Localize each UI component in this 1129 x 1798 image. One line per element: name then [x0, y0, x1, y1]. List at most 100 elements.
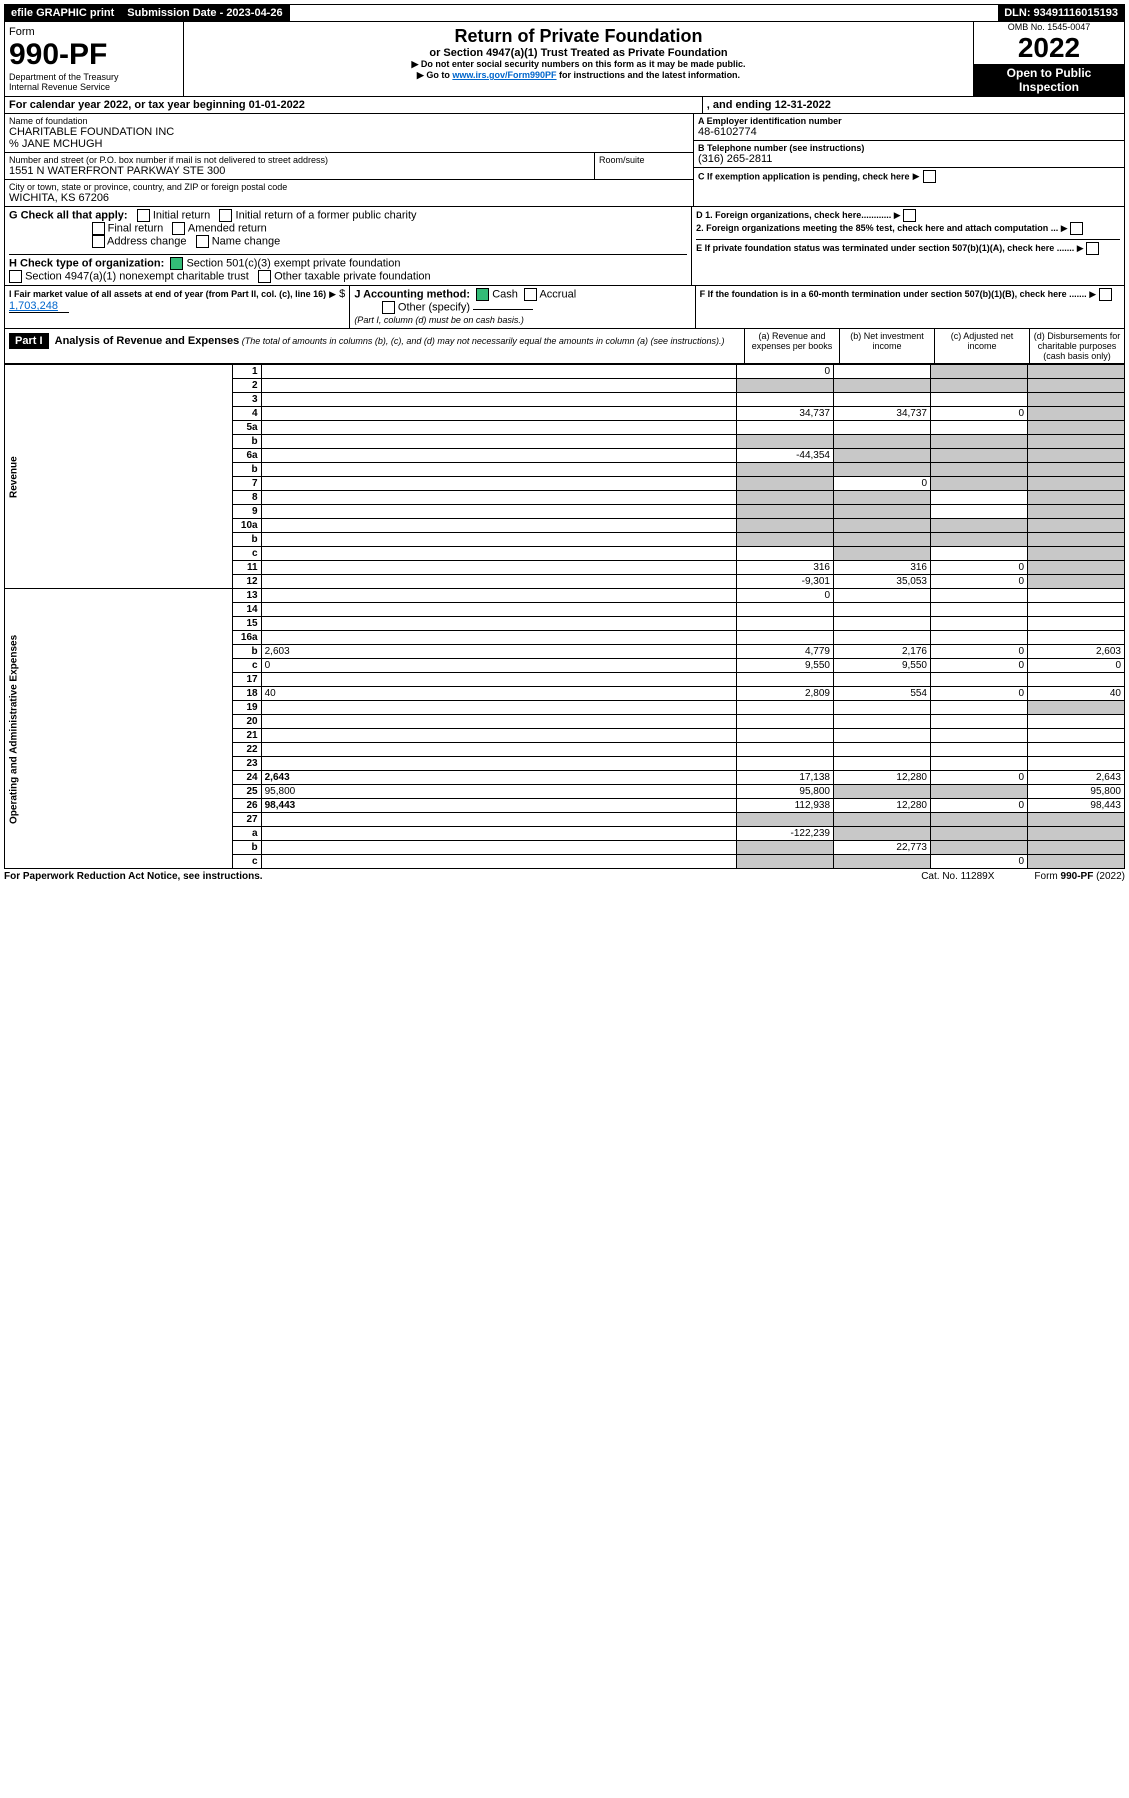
- checkbox-c[interactable]: [923, 170, 936, 183]
- check-options: G Check all that apply: Initial return I…: [4, 207, 1125, 286]
- value-col-c: 0: [931, 407, 1028, 421]
- line-number: c: [232, 855, 261, 869]
- note-1: ▶ Do not enter social security numbers o…: [188, 59, 969, 70]
- line-number: b: [232, 841, 261, 855]
- g4: Amended return: [188, 222, 267, 234]
- form-header: Form 990-PF Department of the Treasury I…: [4, 22, 1125, 97]
- analysis-title: Analysis of Revenue and Expenses: [55, 335, 240, 347]
- line-number: 3: [232, 393, 261, 407]
- line-number: c: [232, 547, 261, 561]
- checkbox-initial-former[interactable]: [219, 209, 232, 222]
- instructions-link[interactable]: www.irs.gov/Form990PF: [452, 70, 556, 80]
- e-label: E If private foundation status was termi…: [696, 239, 1120, 255]
- footer-form-no: 990-PF: [1061, 871, 1094, 882]
- value-col-b: 35,053: [834, 575, 931, 589]
- analysis-table: Revenue1023434,73734,73705ab6a-44,354b70…: [4, 364, 1125, 869]
- checkbox-cash[interactable]: [476, 288, 489, 301]
- line-description: [261, 379, 736, 393]
- line-number: c: [232, 659, 261, 673]
- line-description: [261, 393, 736, 407]
- line-description: 2,643: [261, 771, 736, 785]
- part-label: Part I: [9, 333, 49, 349]
- value-col-b: [834, 589, 931, 603]
- form-title: Return of Private Foundation: [188, 26, 969, 47]
- d2-text: 2. Foreign organizations meeting the 85%…: [696, 223, 1058, 233]
- line-description: [261, 743, 736, 757]
- line-number: 6a: [232, 449, 261, 463]
- value-col-c: [931, 827, 1028, 841]
- line-number: 14: [232, 603, 261, 617]
- expenses-section-label: Operating and Administrative Expenses: [5, 589, 233, 869]
- value-col-a: 9,550: [737, 659, 834, 673]
- value-col-a: [737, 519, 834, 533]
- g-label: G Check all that apply:: [9, 209, 128, 221]
- value-col-a: [737, 603, 834, 617]
- fmv-link[interactable]: 1,703,248: [9, 300, 69, 313]
- efile-label: efile GRAPHIC print: [5, 5, 121, 21]
- checkbox-amended[interactable]: [172, 222, 185, 235]
- value-col-a: 112,938: [737, 799, 834, 813]
- value-col-c: [931, 673, 1028, 687]
- checkbox-name[interactable]: [196, 235, 209, 248]
- line-description: 40: [261, 687, 736, 701]
- line-description: [261, 757, 736, 771]
- line-description: [261, 449, 736, 463]
- form-label: Form: [9, 26, 179, 38]
- checkbox-e[interactable]: [1086, 242, 1099, 255]
- value-col-a: [737, 505, 834, 519]
- omb-number: OMB No. 1545-0047: [974, 22, 1124, 32]
- line-number: 26: [232, 799, 261, 813]
- value-col-a: [737, 617, 834, 631]
- value-col-c: [931, 393, 1028, 407]
- value-col-d: [1028, 701, 1125, 715]
- d1-label: D 1. Foreign organizations, check here..…: [696, 209, 1120, 222]
- value-col-c: [931, 743, 1028, 757]
- line-description: [261, 813, 736, 827]
- line-number: 21: [232, 729, 261, 743]
- value-col-c: [931, 589, 1028, 603]
- checkbox-other-method[interactable]: [382, 301, 395, 314]
- checkbox-4947[interactable]: [9, 270, 22, 283]
- value-col-a: [737, 547, 834, 561]
- table-row: Operating and Administrative Expenses130: [5, 589, 1125, 603]
- d1-text: D 1. Foreign organizations, check here..…: [696, 210, 891, 220]
- line-description: [261, 407, 736, 421]
- city-label: City or town, state or province, country…: [9, 182, 689, 192]
- footer-left: For Paperwork Reduction Act Notice, see …: [4, 871, 263, 882]
- value-col-c: 0: [931, 561, 1028, 575]
- checkbox-d2[interactable]: [1070, 222, 1083, 235]
- checkbox-address[interactable]: [92, 235, 105, 248]
- checkbox-final[interactable]: [92, 222, 105, 235]
- value-col-a: 95,800: [737, 785, 834, 799]
- arrow-icon: [1077, 243, 1084, 253]
- value-col-d: [1028, 421, 1125, 435]
- value-col-a: [737, 491, 834, 505]
- value-col-d: [1028, 855, 1125, 869]
- checkbox-other-taxable[interactable]: [258, 270, 271, 283]
- checkbox-accrual[interactable]: [524, 288, 537, 301]
- value-col-a: [737, 463, 834, 477]
- line-number: 15: [232, 617, 261, 631]
- value-col-d: [1028, 673, 1125, 687]
- checkbox-f[interactable]: [1099, 288, 1112, 301]
- value-col-b: [834, 463, 931, 477]
- value-col-d: [1028, 729, 1125, 743]
- cal-begin: For calendar year 2022, or tax year begi…: [5, 97, 703, 113]
- street-address: 1551 N WATERFRONT PARKWAY STE 300: [9, 165, 590, 177]
- line-number: 9: [232, 505, 261, 519]
- checkbox-initial[interactable]: [137, 209, 150, 222]
- value-col-b: [834, 729, 931, 743]
- value-col-b: [834, 547, 931, 561]
- value-col-c: [931, 785, 1028, 799]
- value-col-d: [1028, 827, 1125, 841]
- ijf-row: I Fair market value of all assets at end…: [4, 286, 1125, 329]
- value-col-a: [737, 421, 834, 435]
- note-2a: ▶ Go to: [417, 70, 452, 80]
- checkbox-501c3[interactable]: [170, 257, 183, 270]
- line-number: 4: [232, 407, 261, 421]
- room-label: Room/suite: [595, 153, 693, 179]
- checkbox-d1[interactable]: [903, 209, 916, 222]
- footer-right: Form 990-PF (2022): [1034, 871, 1125, 882]
- other-specify: [473, 309, 533, 310]
- line-description: [261, 631, 736, 645]
